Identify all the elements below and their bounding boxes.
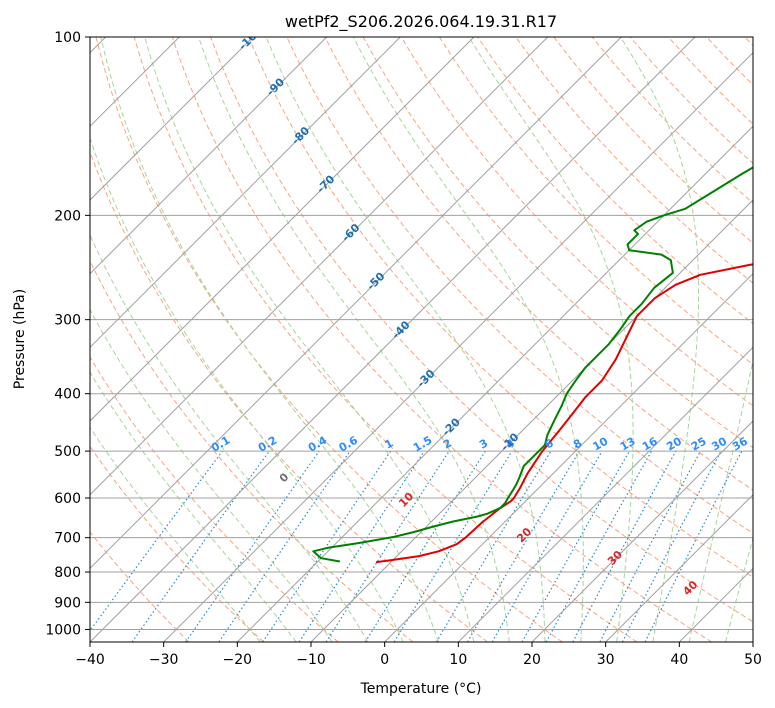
x-tick-label: 0: [380, 652, 389, 668]
moist-adiabat-line: [100, 37, 439, 642]
moist-adiabat-line: [90, 426, 261, 642]
dry-adiabat-line: [133, 37, 638, 642]
dry-adiabat-line: [90, 531, 190, 642]
mixing-ratio-line: [545, 450, 653, 642]
moist-adiabat-line: [198, 37, 510, 642]
isotherm-line: [90, 37, 696, 642]
y-tick-label: 300: [54, 313, 81, 329]
mixing-ratio-line: [393, 450, 513, 642]
plot-frame: [89, 36, 754, 643]
dry-adiabat-line: [90, 445, 264, 642]
dry-adiabat-line: [248, 37, 753, 578]
chart-title: wetPf2_S206.2026.064.19.31.R17: [285, 12, 557, 32]
x-axis-title: Temperature (°C): [360, 681, 482, 697]
y-tick-label: 700: [54, 531, 81, 547]
dry-adiabat-line: [171, 37, 712, 642]
moist-adiabat-line: [90, 233, 369, 642]
x-tick-label: −40: [75, 652, 105, 668]
isotherm-line: [457, 346, 753, 642]
mixing-ratio-line: [298, 450, 425, 642]
temperature-profile: [375, 263, 753, 564]
moist-adiabat-line: [90, 308, 333, 642]
x-tick-label: 10: [449, 652, 467, 668]
dry-adiabats: [90, 37, 753, 642]
mixing-ratio-line: [521, 450, 631, 642]
dry-adiabat-line: [90, 150, 488, 642]
mixing-ratio-line: [131, 450, 270, 642]
x-tick-label: −30: [149, 652, 179, 668]
y-tick-label: 1000: [45, 622, 81, 638]
isotherm-line: [90, 37, 475, 422]
x-tick-label: 50: [744, 652, 762, 668]
dry-adiabat-line: [95, 37, 563, 642]
y-tick-label: 800: [54, 565, 81, 581]
y-axis-title: Pressure (hPa): [12, 289, 28, 389]
y-tick-label: 600: [54, 491, 81, 507]
y-tick-label: 400: [54, 387, 81, 403]
mixing-ratio-line: [644, 450, 743, 642]
dry-adiabat-line: [400, 37, 753, 407]
mixing-ratio-line: [325, 450, 450, 642]
dry-adiabat-line: [324, 37, 753, 491]
dry-adiabat-line: [90, 356, 339, 642]
mixing-ratio-line: [185, 450, 320, 642]
x-tick-label: −20: [223, 652, 253, 668]
isotherm-line: [605, 493, 753, 642]
grid-lines: [90, 37, 753, 642]
isotherm-line: [90, 37, 549, 496]
moist-adiabat-line: [353, 37, 584, 642]
moist-adiabat-line: [265, 37, 546, 642]
dry-adiabat-line: [515, 37, 753, 284]
x-tick-label: −10: [296, 652, 326, 668]
plot-area: 0.1 0.2 0.4 0.6 1 1.5 2 3 4 6 8 10 13 16 20 25 30 36-100-…: [90, 37, 753, 642]
y-tick-label: 100: [54, 30, 81, 46]
mixing-ratio-line: [218, 450, 351, 642]
mixing-ratio-line: [262, 450, 392, 642]
isotherm-line: [90, 37, 401, 349]
isotherm-line: [163, 51, 753, 642]
dry-adiabat-line: [210, 37, 753, 623]
isotherm-line: [90, 37, 622, 570]
moist-adiabat-line: [144, 37, 475, 642]
x-tick-label: 30: [597, 652, 615, 668]
moist-adiabat-line: [688, 358, 753, 642]
moist-adiabat-line: [725, 536, 753, 642]
moist-adiabat-line: [620, 37, 700, 642]
isotherm-line: [90, 37, 254, 201]
mixing-ratio-lines: [90, 450, 743, 642]
isotherm-line: [90, 37, 328, 275]
dewpoint-profile: [312, 166, 753, 563]
x-tick-label: 20: [523, 652, 541, 668]
dry-adiabat-line: [438, 37, 753, 366]
y-tick-label: 500: [54, 444, 81, 460]
y-tick-label: 200: [54, 208, 81, 224]
sounding-series: [312, 166, 753, 564]
isotherm-line: [384, 272, 753, 642]
isotherm-line: [531, 420, 753, 642]
axes: −40 −30 −20 −10 0 10 20 30 40 50 100 200 300 400 500 60…: [45, 30, 762, 668]
mixing-ratio-line: [572, 450, 677, 642]
isotherm-line: [236, 125, 753, 642]
mixing-ratio-line: [90, 450, 223, 632]
x-tick-label: 40: [670, 652, 688, 668]
moist-adiabat-line: [90, 136, 404, 642]
y-tick-label: 900: [54, 595, 81, 611]
